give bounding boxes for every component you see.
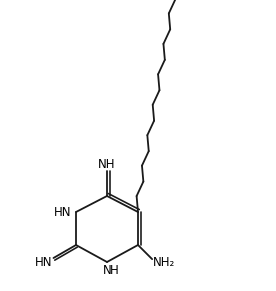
- Text: NH₂: NH₂: [153, 255, 175, 269]
- Text: HN: HN: [54, 205, 72, 219]
- Text: N: N: [103, 265, 112, 278]
- Text: H: H: [110, 265, 118, 278]
- Text: NH: NH: [98, 157, 116, 171]
- Text: HN: HN: [35, 255, 52, 269]
